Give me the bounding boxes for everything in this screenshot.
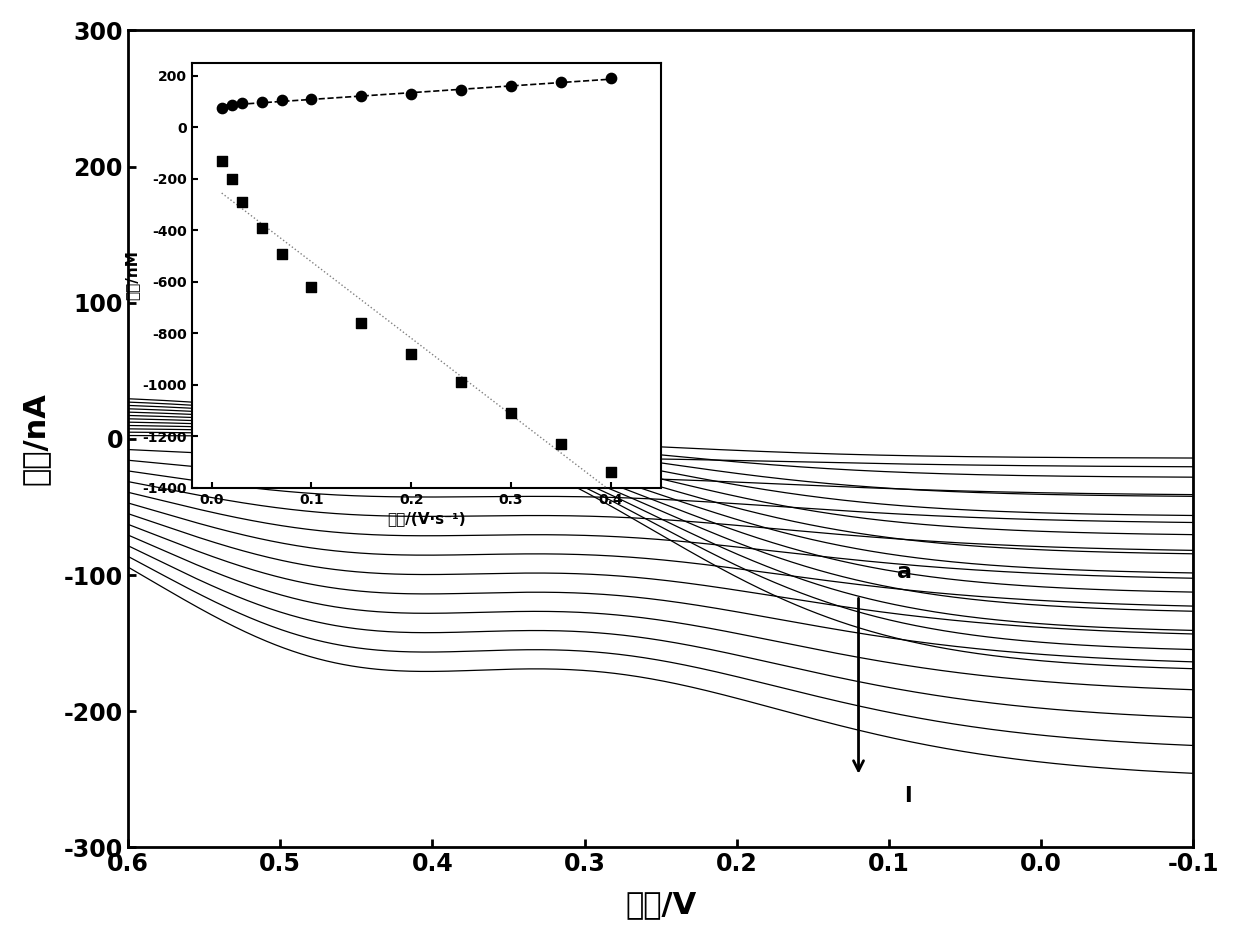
X-axis label: 电压/V: 电压/V: [625, 890, 696, 919]
Text: l: l: [904, 786, 911, 807]
Y-axis label: 电流/nA: 电流/nA: [21, 392, 50, 485]
Text: a: a: [897, 562, 911, 582]
